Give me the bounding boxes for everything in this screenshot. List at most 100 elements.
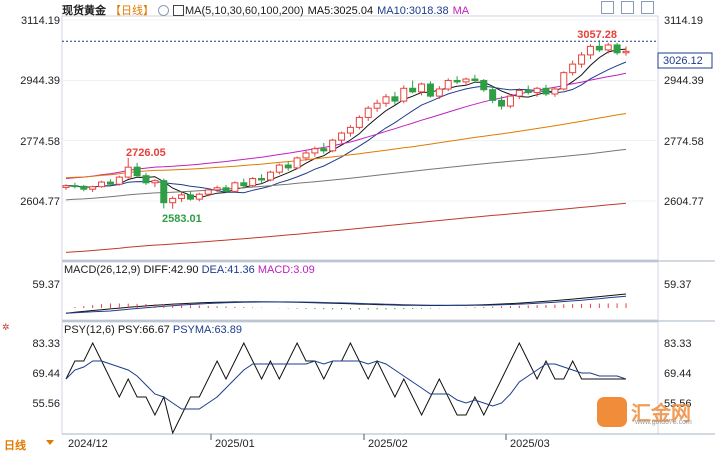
period-button[interactable]: 日线 [4,440,26,452]
candle-body [346,126,354,134]
psy-y-tick-right-2: 69.44 [664,368,692,380]
zoom-in-icon[interactable] [601,1,614,14]
candle-body [338,132,346,141]
ma10-value: MA10:3018.38 [377,5,449,17]
candle-body [178,194,186,199]
candle-body [524,89,532,94]
macd-y-tick-right: 59.37 [664,279,692,291]
x-label-3: 2025/02 [368,438,408,450]
psy-y-tick-left-1: 83.33 [32,338,60,350]
watermark-url: www.gold678.com [635,419,692,426]
candle-body [453,79,461,83]
candle-body [160,180,168,204]
y-tick-left-4: 2604.77 [20,196,60,208]
candle-body [569,63,577,74]
zoom-out-icon[interactable] [621,1,634,14]
candle-body [560,72,568,90]
candle-body [71,185,79,188]
psy-header: PSY(12,6) PSY:66.67 PSYMA:63.89 [64,324,242,336]
ma5-value: MA5:3025.04 [307,5,374,17]
candle-body [249,178,257,187]
ma-line-ma100 [65,148,627,201]
chart-header: 现货黄金 【日线】 MA(5,10,30,60,100,200) MA5:3025.0… [62,2,473,18]
candle-body [595,45,603,51]
candle-body [409,87,417,93]
candle-body [329,139,337,152]
candle-body [98,181,106,188]
candle-body [489,89,497,101]
candle-body [480,79,488,91]
candle-body [311,148,319,154]
x-label-1: 2024/12 [68,438,108,450]
ma-more: MA [452,5,470,17]
macd-dea-line [65,295,627,314]
y-tick-left-3: 2774.58 [20,136,60,148]
candle-body [106,181,114,185]
psy-panel-frame [61,321,659,435]
candle-body [515,89,523,97]
candle-body [586,45,594,56]
annotation-high: 3057.28 [577,29,617,41]
candle-body [364,107,372,118]
fullscreen-icon[interactable] [641,1,654,14]
ma-line-ma10 [65,61,627,194]
candle-body [89,186,97,190]
candle-body [498,99,506,107]
y-tick-left-2: 2944.39 [20,75,60,87]
indicator-settings-icon[interactable]: ✲ [2,322,10,332]
psyma-value: PSYMA:63.89 [172,324,242,336]
candle-body [551,88,559,95]
psy-params: PSY(12,6) [64,324,115,336]
settings-icon[interactable] [158,5,169,16]
watermark-logo-icon [597,397,627,427]
candle-body [266,171,274,181]
candle-body [204,189,212,195]
candle-body [195,193,203,200]
ma-icon[interactable] [173,5,184,16]
candle-body [462,78,470,83]
candle-body [506,95,514,107]
candle-body [213,187,221,191]
candle-body [231,182,239,192]
ma-params: MA(5,10,30,60,100,200) [185,5,304,17]
macd-params: MACD(26,12,9) [64,264,141,276]
y-tick-right-4: 2604.77 [664,196,704,208]
y-tick-left-1: 3114.19 [21,15,60,27]
macd-header: MACD(26,12,9) DIFF:42.90 DEA:41.36 MACD:… [64,264,315,276]
y-tick-right-1: 3114.19 [664,15,703,27]
candle-body [542,87,550,95]
y-tick-right-3: 2774.58 [664,136,704,148]
macd-y-tick-left: 59.37 [32,279,60,291]
candle-body [151,180,159,184]
macd-panel-frame [61,261,659,321]
x-label-2: 2025/01 [215,438,255,450]
candle-body [622,50,630,54]
psy-y-tick-left-2: 69.44 [32,368,60,380]
annotation-mid-high: 2726.05 [126,147,166,159]
candle-body [320,148,328,152]
candle-body [240,182,248,187]
psy-line [65,341,626,435]
psy-y-tick-right-1: 83.33 [664,338,692,350]
period-label[interactable]: 【日线】 [110,5,154,17]
macd-diff: DIFF:42.90 [143,264,199,276]
macd-lines [65,293,627,314]
macd-dea: DEA:41.36 [201,264,255,276]
candle-body [418,83,426,93]
candle-body [604,44,612,51]
candle-body [284,164,292,169]
candle-body [435,88,443,97]
candle-body [222,187,230,192]
ma-line-ma5 [65,48,627,199]
current-price-box [657,52,713,69]
price-panel-frame [61,15,659,261]
candle-body [578,54,586,65]
candle-body [142,175,150,184]
ma-lines [65,48,627,253]
period-dropdown-icon[interactable] [46,440,54,445]
grid-lines [62,19,658,202]
macd-diff-line [65,293,627,314]
candle-body [169,197,177,204]
instrument-name: 现货黄金 [62,5,106,17]
candles [62,40,630,209]
